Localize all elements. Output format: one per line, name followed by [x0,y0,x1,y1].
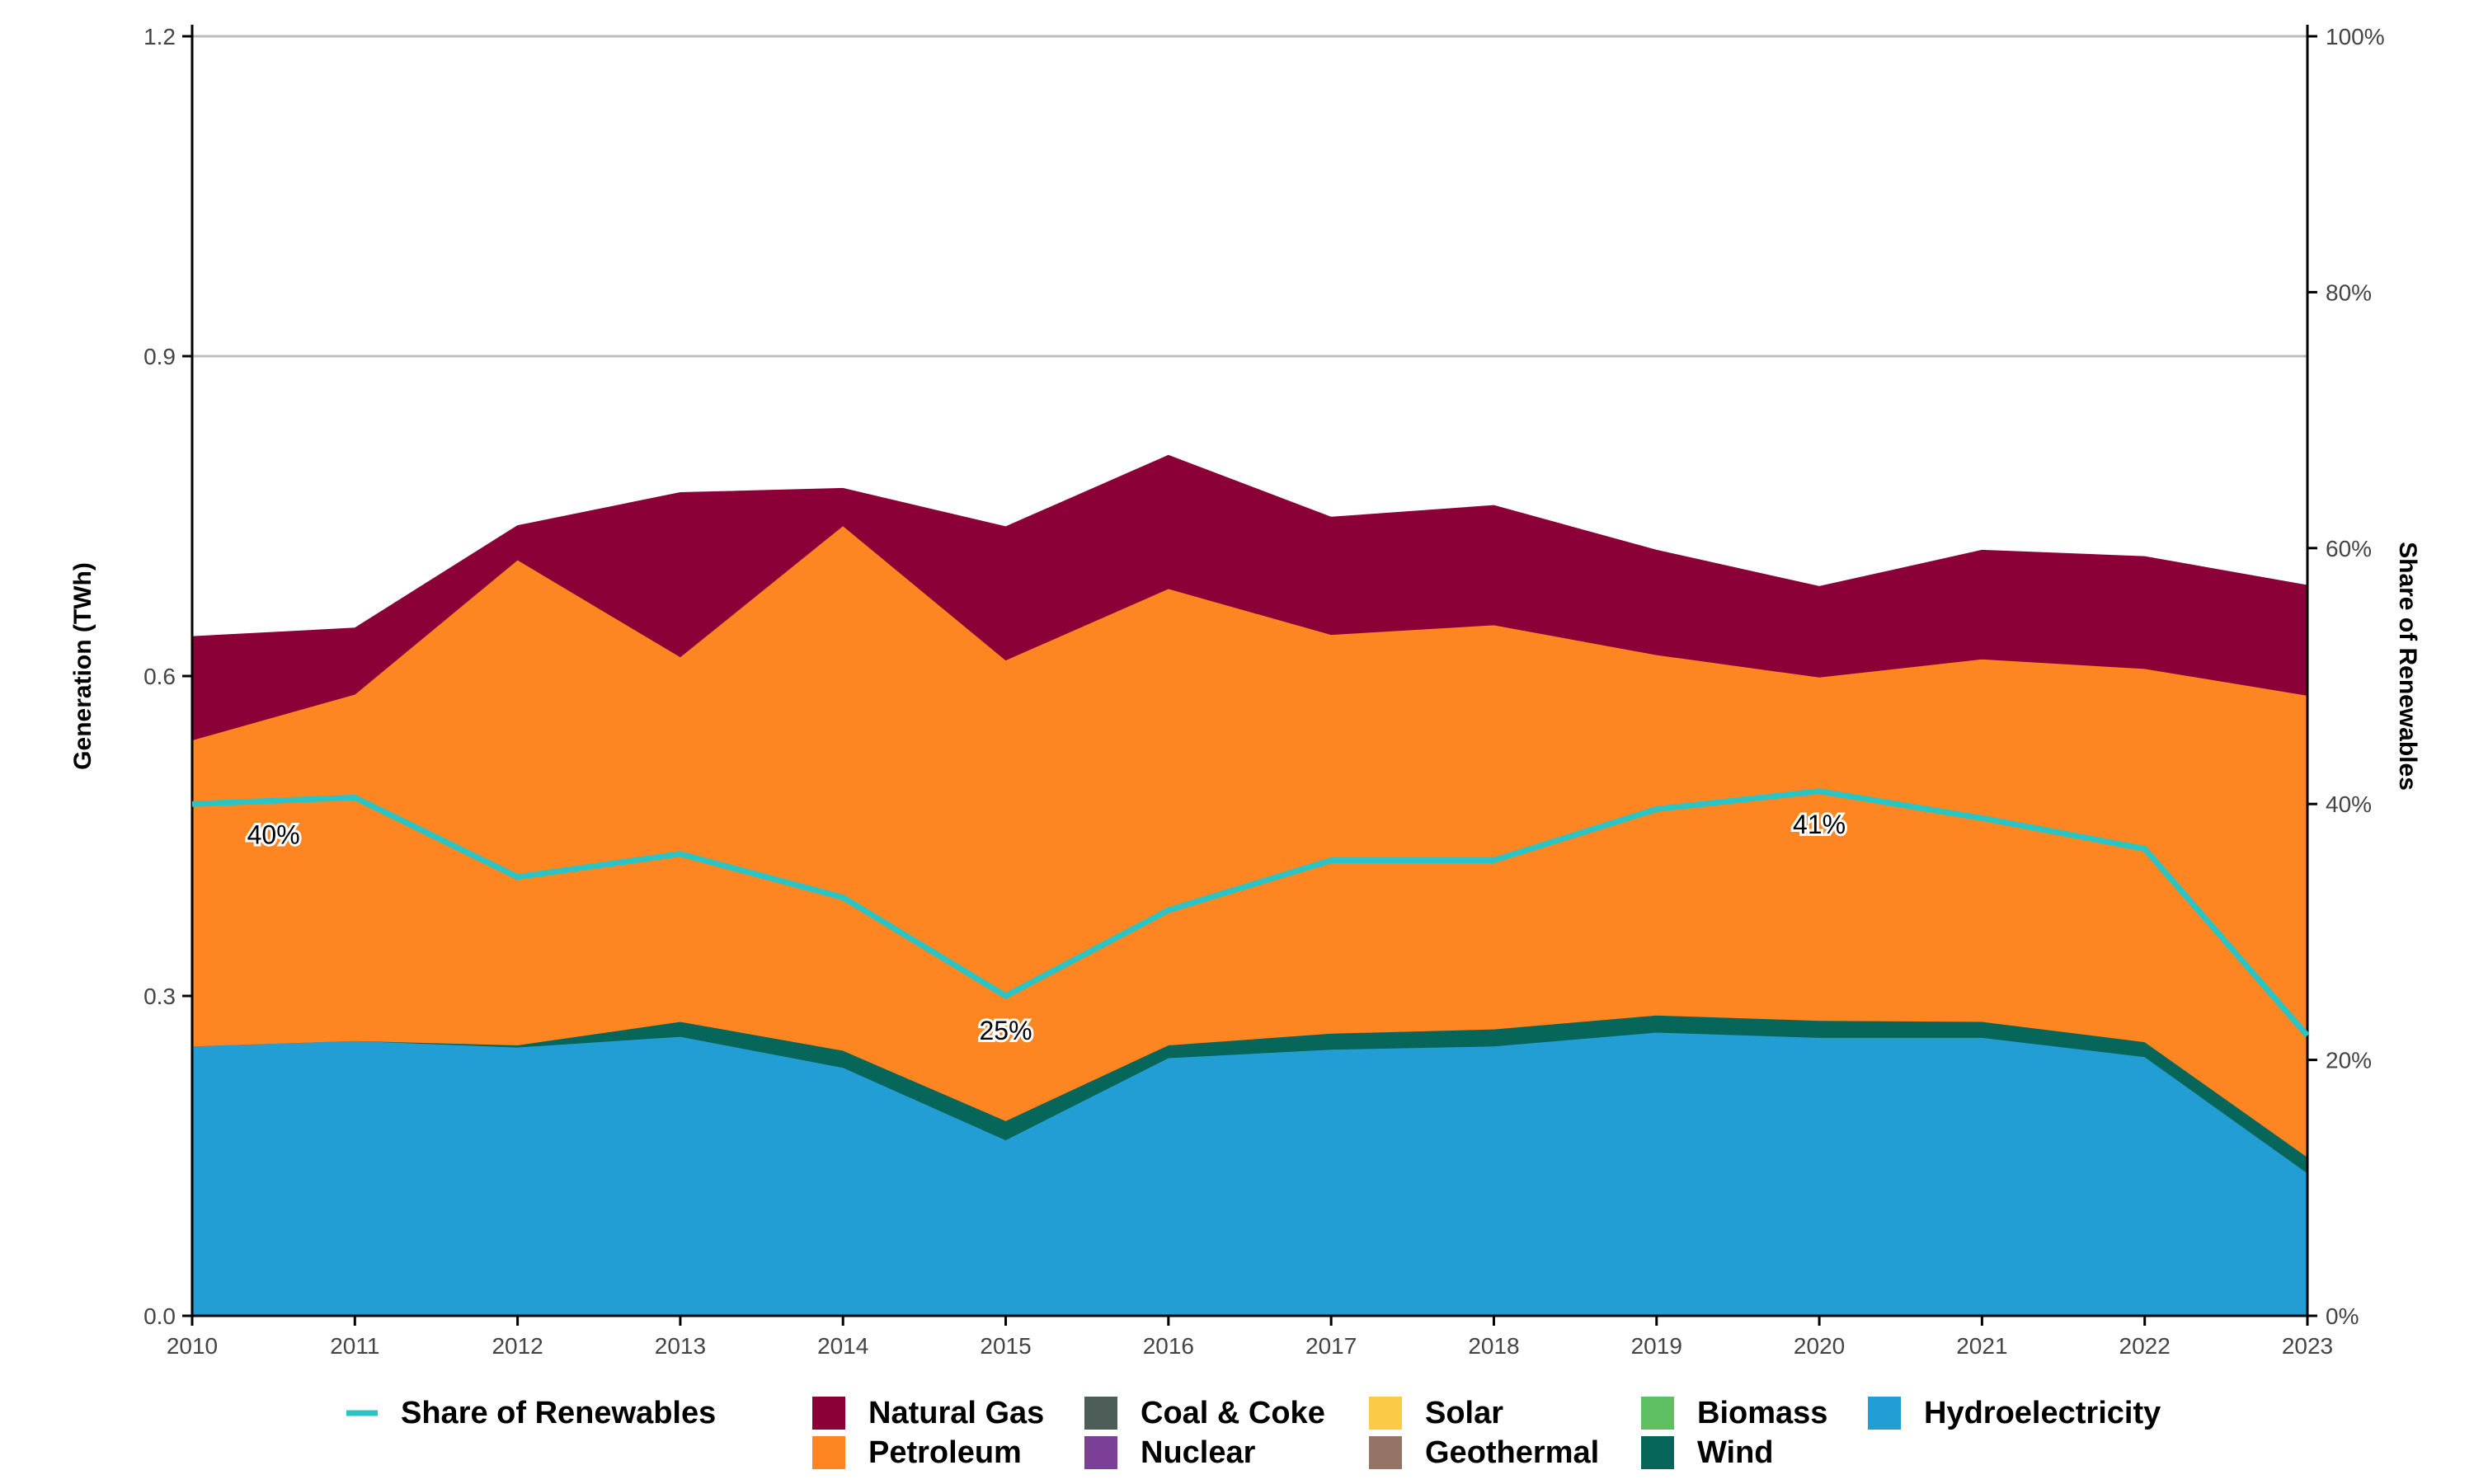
x-tick-label-11: 2021 [1956,1333,2007,1359]
y-tick-right-label-2: 40% [2326,791,2372,817]
legend-label-nuclear: Nuclear [1141,1435,1256,1470]
legend-label-natural-gas: Natural Gas [868,1396,1044,1430]
stacked-areas [191,454,2308,1317]
area-hydroelectricity [191,1031,2308,1317]
legend-label-biomass: Biomass [1697,1396,1827,1430]
x-tick-label-0: 2010 [167,1333,218,1359]
legend-key-petroleum [812,1436,845,1469]
legend-label-hydroelectricity: Hydroelectricity [1924,1396,2161,1430]
line-share-of-renewables [191,788,2310,1038]
x-tick-label-4: 2014 [817,1333,868,1359]
y-tick-left-label-4: 1.2 [143,24,176,49]
x-tick-label-10: 2020 [1794,1333,1845,1359]
y-tick-left-label-1: 0.3 [143,984,176,1009]
legend: Share of Renewables Natural Gas Petroleum C… [346,1396,2161,1470]
x-tick-label-9: 2019 [1631,1333,1682,1359]
legend-label-share-of-renewables: Share of Renewables [401,1396,716,1430]
legend-label-solar: Solar [1425,1396,1503,1430]
legend-label-petroleum: Petroleum [868,1435,1022,1470]
legend-key-biomass [1641,1397,1674,1430]
y-tick-right-label-0: 0% [2326,1303,2359,1329]
annotation-label-0: 40% [247,819,300,849]
y-tick-right-label-4: 80% [2326,279,2372,305]
y-tick-left-label-3: 0.9 [143,344,176,369]
x-tick-label-1: 2011 [330,1333,379,1359]
y-tick-left-label-2: 0.6 [143,664,176,689]
y-tick-right-label-5: 100% [2326,24,2385,49]
x-tick-label-5: 2015 [980,1333,1031,1359]
y-tick-right-label-1: 20% [2326,1048,2372,1073]
legend-label-geothermal: Geothermal [1425,1435,1599,1470]
legend-label-wind: Wind [1697,1435,1774,1470]
renewables-share-line [191,788,2310,1038]
legend-key-wind [1641,1436,1674,1469]
legend-key-solar [1369,1397,1402,1430]
x-tick-label-6: 2016 [1143,1333,1194,1359]
y-tick-right-label-3: 60% [2326,536,2372,561]
legend-key-geothermal [1369,1436,1402,1469]
legend-key-nuclear [1084,1436,1117,1469]
legend-key-coal-and-coke [1084,1397,1117,1430]
annotations: 40% 25% 41% [245,807,1848,1048]
x-tick-label-13: 2023 [2282,1333,2333,1359]
axes: 0.0 0.3 0.6 0.9 1.2 0% 20% 40% 60% 80% 100% 2010 201… [143,24,2385,1359]
legend-key-natural-gas [812,1397,845,1430]
x-tick-label-3: 2013 [655,1333,706,1359]
y-axis-title-right: Share of Renewables [2394,542,2421,791]
annotation-label-2: 41% [1793,810,1846,839]
y-tick-left-label-0: 0.0 [143,1303,176,1329]
y-axis-title-left: Generation (TWh) [69,562,96,770]
x-tick-label-8: 2018 [1468,1333,1519,1359]
annotation-label-1: 25% [980,1016,1032,1045]
x-tick-label-2: 2012 [492,1333,543,1359]
legend-label-coal-and-coke: Coal & Coke [1141,1396,1325,1430]
x-tick-label-7: 2017 [1305,1333,1357,1359]
x-tick-label-12: 2022 [2119,1333,2171,1359]
legend-key-hydroelectricity [1868,1397,1901,1430]
